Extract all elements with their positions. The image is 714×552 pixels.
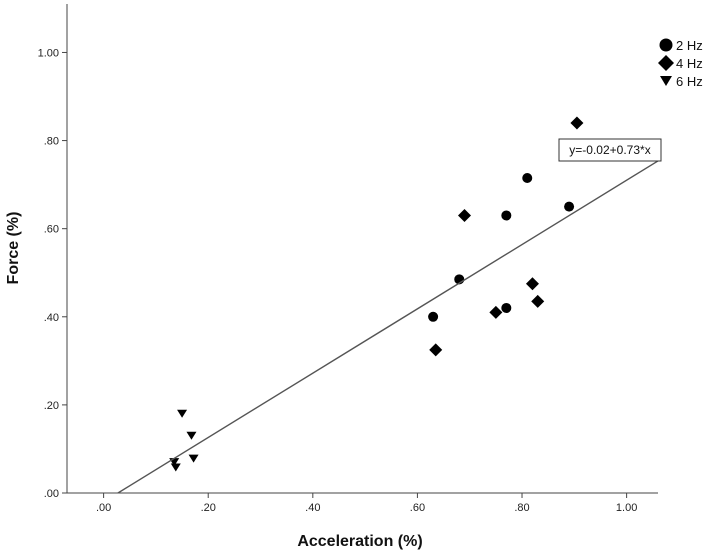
legend: 2 Hz 4 Hz 6 Hz bbox=[658, 38, 703, 89]
data-point-4-hz bbox=[531, 294, 545, 308]
data-point-4-hz bbox=[525, 277, 539, 291]
fit-equation-label: y=-0.02+0.73*x bbox=[569, 143, 650, 157]
y-axis-title: Force (%) bbox=[5, 212, 22, 285]
y-tick-label: .80 bbox=[44, 136, 59, 148]
data-point-4-hz bbox=[570, 116, 584, 130]
data-point-4-hz bbox=[457, 208, 471, 222]
y-tick-label: .60 bbox=[44, 224, 59, 236]
data-points bbox=[169, 116, 584, 472]
data-point-2-hz bbox=[428, 311, 439, 322]
y-tick-label: .00 bbox=[44, 488, 59, 500]
legend-label-4-hz: 4 Hz bbox=[676, 56, 703, 71]
data-point-6-hz bbox=[186, 431, 197, 440]
data-point-2-hz bbox=[501, 210, 512, 221]
legend-marker-2-hz bbox=[659, 38, 673, 52]
data-point-4-hz bbox=[429, 343, 443, 357]
data-point-4-hz bbox=[489, 305, 503, 319]
fit-line bbox=[117, 160, 659, 494]
legend-marker-6-hz bbox=[660, 76, 672, 86]
axes: .00 .20 .40 .60 .80 1.00 .00 .20 .40 .60 .80 1.00 bbox=[38, 4, 658, 514]
x-tick-label: .00 bbox=[96, 502, 111, 514]
x-tick-label: .20 bbox=[201, 502, 216, 514]
x-axis-title: Acceleration (%) bbox=[297, 533, 422, 550]
x-tick-label: 1.00 bbox=[616, 502, 637, 514]
x-tick-label: .80 bbox=[514, 502, 529, 514]
data-point-2-hz bbox=[501, 302, 512, 313]
fit-line-group: y=-0.02+0.73*x bbox=[117, 138, 662, 494]
data-point-2-hz bbox=[522, 173, 533, 184]
legend-marker-4-hz bbox=[658, 55, 674, 71]
data-point-6-hz bbox=[170, 463, 181, 472]
y-tick-label: .40 bbox=[44, 312, 59, 324]
data-point-6-hz bbox=[177, 409, 188, 418]
legend-label-6-hz: 6 Hz bbox=[676, 74, 703, 89]
data-point-6-hz bbox=[188, 454, 199, 463]
y-tick-label: .20 bbox=[44, 400, 59, 412]
fit-label-box bbox=[558, 138, 662, 162]
legend-label-2-hz: 2 Hz bbox=[676, 38, 703, 53]
x-tick-label: .40 bbox=[305, 502, 320, 514]
data-point-2-hz bbox=[564, 201, 575, 212]
y-tick-label: 1.00 bbox=[38, 47, 59, 59]
x-tick-label: .60 bbox=[410, 502, 425, 514]
